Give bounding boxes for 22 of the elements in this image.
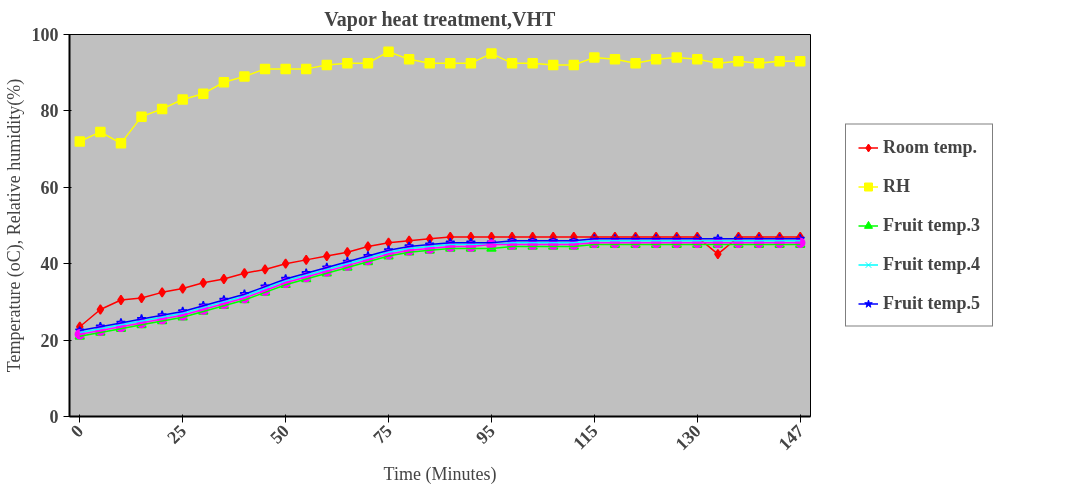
y-tick-label: 0 <box>49 407 59 427</box>
y-tick-label: 20 <box>40 330 59 351</box>
legend-label: Room temp. <box>883 136 977 158</box>
chart-title: Vapor heat treatment,VHT <box>324 7 557 31</box>
y-tick-label: 100 <box>31 25 59 45</box>
x-tick-label: 147 <box>774 420 808 455</box>
y-tick-label: 60 <box>40 177 59 198</box>
y-tick-label: 80 <box>40 101 59 122</box>
y-axis-title: Temperature (oC), Relative humidity(%) <box>3 78 25 373</box>
x-tick-label: 75 <box>369 420 396 448</box>
x-axis-title: Time (Minutes) <box>383 463 497 485</box>
y-tick-label: 40 <box>40 254 59 275</box>
legend-label: RH <box>883 175 910 197</box>
legend-label: Fruit temp.3 <box>883 214 980 236</box>
x-tick-label: 115 <box>569 420 602 454</box>
x-tick-label: 95 <box>472 420 499 448</box>
legend-label: Fruit temp.4 <box>883 253 980 275</box>
x-tick-label: 0 <box>66 420 88 442</box>
x-tick-label: 25 <box>163 420 191 448</box>
x-tick-label: 50 <box>266 420 294 448</box>
legend-label: Fruit temp.5 <box>883 292 980 314</box>
x-tick-label: 130 <box>671 420 705 455</box>
